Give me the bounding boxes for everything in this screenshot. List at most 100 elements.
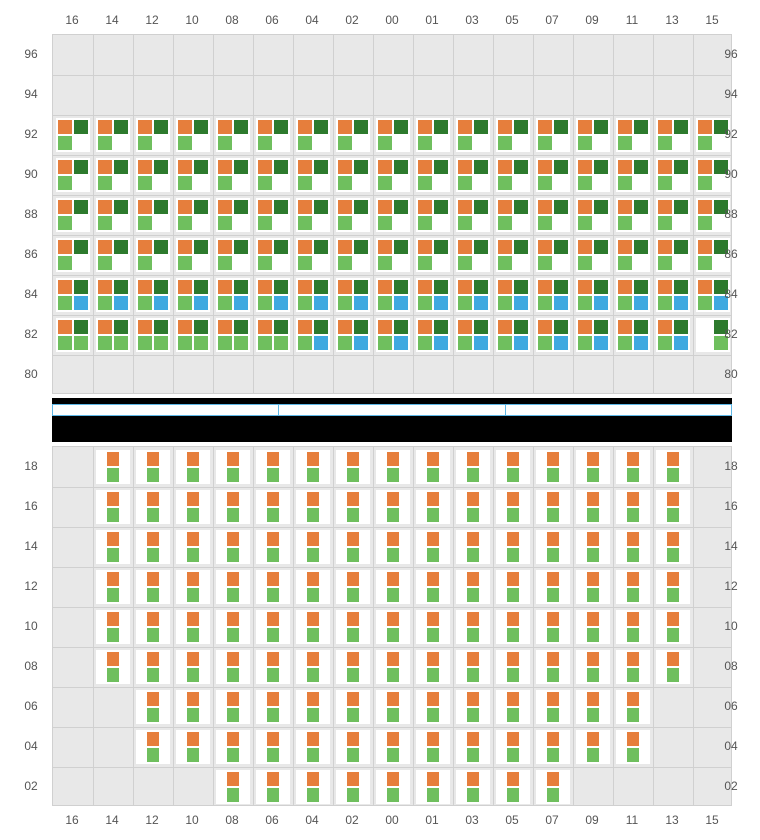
seat-cell[interactable] — [376, 650, 410, 684]
seat-cell[interactable] — [416, 118, 450, 152]
seat-cell[interactable] — [496, 570, 530, 604]
seat-cell[interactable] — [256, 530, 290, 564]
seat-cell[interactable] — [336, 730, 370, 764]
seat-cell[interactable] — [296, 610, 330, 644]
seat-cell[interactable] — [56, 198, 90, 232]
seat-cell[interactable] — [576, 690, 610, 724]
seat-cell[interactable] — [536, 158, 570, 192]
seat-cell[interactable] — [296, 530, 330, 564]
seat-cell[interactable] — [336, 318, 370, 352]
seat-cell[interactable] — [416, 450, 450, 484]
seat-cell[interactable] — [656, 570, 690, 604]
seat-cell[interactable] — [616, 450, 650, 484]
seat-cell[interactable] — [136, 278, 170, 312]
seat-cell[interactable] — [536, 610, 570, 644]
seat-cell[interactable] — [216, 770, 250, 804]
seat-cell[interactable] — [136, 238, 170, 272]
seat-cell[interactable] — [256, 118, 290, 152]
seat-cell[interactable] — [456, 690, 490, 724]
seat-cell[interactable] — [576, 238, 610, 272]
seat-cell[interactable] — [216, 318, 250, 352]
seat-cell[interactable] — [336, 198, 370, 232]
seat-cell[interactable] — [296, 770, 330, 804]
seat-cell[interactable] — [96, 570, 130, 604]
seat-cell[interactable] — [616, 318, 650, 352]
seat-cell[interactable] — [56, 318, 90, 352]
seat-cell[interactable] — [96, 278, 130, 312]
seat-cell[interactable] — [136, 158, 170, 192]
seat-cell[interactable] — [576, 198, 610, 232]
seat-cell[interactable] — [336, 278, 370, 312]
seat-cell[interactable] — [176, 318, 210, 352]
seat-cell[interactable] — [416, 158, 450, 192]
seat-cell[interactable] — [96, 650, 130, 684]
seat-cell[interactable] — [616, 570, 650, 604]
seat-cell[interactable] — [216, 278, 250, 312]
seat-cell[interactable] — [456, 770, 490, 804]
seat-cell[interactable] — [376, 730, 410, 764]
seat-cell[interactable] — [536, 118, 570, 152]
seat-cell[interactable] — [416, 318, 450, 352]
seat-cell[interactable] — [376, 490, 410, 524]
seat-cell[interactable] — [456, 650, 490, 684]
seat-cell[interactable] — [216, 730, 250, 764]
seat-cell[interactable] — [136, 118, 170, 152]
seat-cell[interactable] — [456, 118, 490, 152]
seat-cell[interactable] — [616, 198, 650, 232]
seat-cell[interactable] — [616, 730, 650, 764]
seat-cell[interactable] — [376, 238, 410, 272]
seat-cell[interactable] — [336, 118, 370, 152]
seat-cell[interactable] — [496, 690, 530, 724]
seat-cell[interactable] — [296, 198, 330, 232]
seat-cell[interactable] — [96, 450, 130, 484]
seat-cell[interactable] — [376, 118, 410, 152]
seat-cell[interactable] — [336, 570, 370, 604]
seat-cell[interactable] — [56, 158, 90, 192]
seat-cell[interactable] — [336, 690, 370, 724]
seat-cell[interactable] — [336, 530, 370, 564]
seat-cell[interactable] — [296, 690, 330, 724]
seat-cell[interactable] — [56, 278, 90, 312]
seat-cell[interactable] — [576, 530, 610, 564]
seat-cell[interactable] — [496, 158, 530, 192]
seat-cell[interactable] — [376, 158, 410, 192]
seat-cell[interactable] — [56, 118, 90, 152]
seat-cell[interactable] — [216, 650, 250, 684]
seat-cell[interactable] — [376, 530, 410, 564]
seat-cell[interactable] — [576, 278, 610, 312]
seat-cell[interactable] — [96, 490, 130, 524]
seat-cell[interactable] — [136, 730, 170, 764]
seat-cell[interactable] — [256, 650, 290, 684]
seat-cell[interactable] — [136, 318, 170, 352]
seat-cell[interactable] — [256, 490, 290, 524]
seat-cell[interactable] — [456, 198, 490, 232]
seat-cell[interactable] — [256, 690, 290, 724]
seat-cell[interactable] — [176, 650, 210, 684]
seat-cell[interactable] — [256, 770, 290, 804]
seat-cell[interactable] — [456, 490, 490, 524]
seat-cell[interactable] — [256, 278, 290, 312]
seat-cell[interactable] — [256, 570, 290, 604]
seat-cell[interactable] — [176, 198, 210, 232]
seat-cell[interactable] — [656, 490, 690, 524]
seat-cell[interactable] — [376, 450, 410, 484]
seat-cell[interactable] — [256, 318, 290, 352]
seat-cell[interactable] — [216, 450, 250, 484]
seat-cell[interactable] — [256, 158, 290, 192]
seat-cell[interactable] — [496, 318, 530, 352]
seat-cell[interactable] — [176, 278, 210, 312]
seat-cell[interactable] — [616, 610, 650, 644]
seat-cell[interactable] — [176, 238, 210, 272]
seat-cell[interactable] — [256, 730, 290, 764]
seat-cell[interactable] — [216, 690, 250, 724]
seat-cell[interactable] — [616, 490, 650, 524]
seat-cell[interactable] — [96, 158, 130, 192]
seat-cell[interactable] — [176, 690, 210, 724]
seat-cell[interactable] — [336, 158, 370, 192]
seat-cell[interactable] — [336, 490, 370, 524]
seat-cell[interactable] — [536, 650, 570, 684]
seat-cell[interactable] — [136, 570, 170, 604]
seat-cell[interactable] — [416, 610, 450, 644]
seat-cell[interactable] — [176, 570, 210, 604]
seat-cell[interactable] — [416, 570, 450, 604]
